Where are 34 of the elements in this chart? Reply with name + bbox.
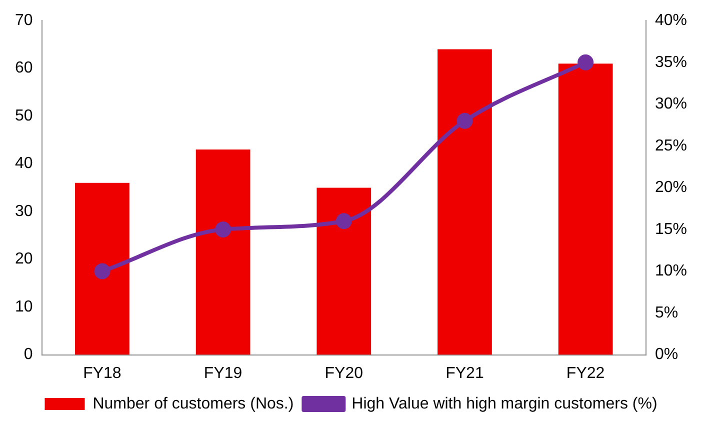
- point: [215, 221, 232, 238]
- legend-label: Number of customers (Nos.): [92, 395, 294, 412]
- y-tick-label: 40: [15, 155, 33, 172]
- y2-tick-label: 20%: [654, 179, 688, 196]
- y2-tick-label: 40%: [654, 12, 688, 30]
- y2-tick-label: 35%: [654, 54, 688, 71]
- y-tick-label: 50: [15, 107, 33, 124]
- y2-tick-label: 30%: [654, 96, 688, 113]
- y-tick-label: 60: [15, 60, 33, 77]
- y-tick-label: 20: [15, 250, 33, 268]
- bar: [316, 188, 372, 355]
- bar: [558, 64, 613, 355]
- y2-tick-label: 0%: [654, 346, 678, 364]
- x-tick-label: FY18: [83, 364, 122, 382]
- x-tick-label: FY21: [446, 364, 484, 382]
- legend-label: High Value with high margin customers (%): [352, 395, 658, 412]
- y-tick-label: 10: [15, 298, 33, 316]
- x-tick-label: FY20: [324, 364, 364, 382]
- point: [578, 54, 594, 70]
- y2-tick-label: 25%: [654, 137, 688, 154]
- bar: [196, 150, 250, 355]
- y-tick-label: 0: [24, 346, 33, 364]
- point: [456, 112, 473, 129]
- y-tick-label: 30: [15, 202, 33, 220]
- y-tick-label: 70: [15, 12, 33, 30]
- y2-tick-label: 10%: [654, 262, 688, 280]
- bar: [438, 49, 492, 355]
- y2-tick-label: 15%: [654, 220, 688, 238]
- y2-tick-label: 5%: [654, 304, 678, 322]
- bar: [75, 182, 130, 355]
- point: [336, 213, 352, 230]
- x-tick-label: FY19: [204, 364, 242, 382]
- x-tick-label: FY22: [566, 364, 605, 382]
- point: [94, 263, 110, 280]
